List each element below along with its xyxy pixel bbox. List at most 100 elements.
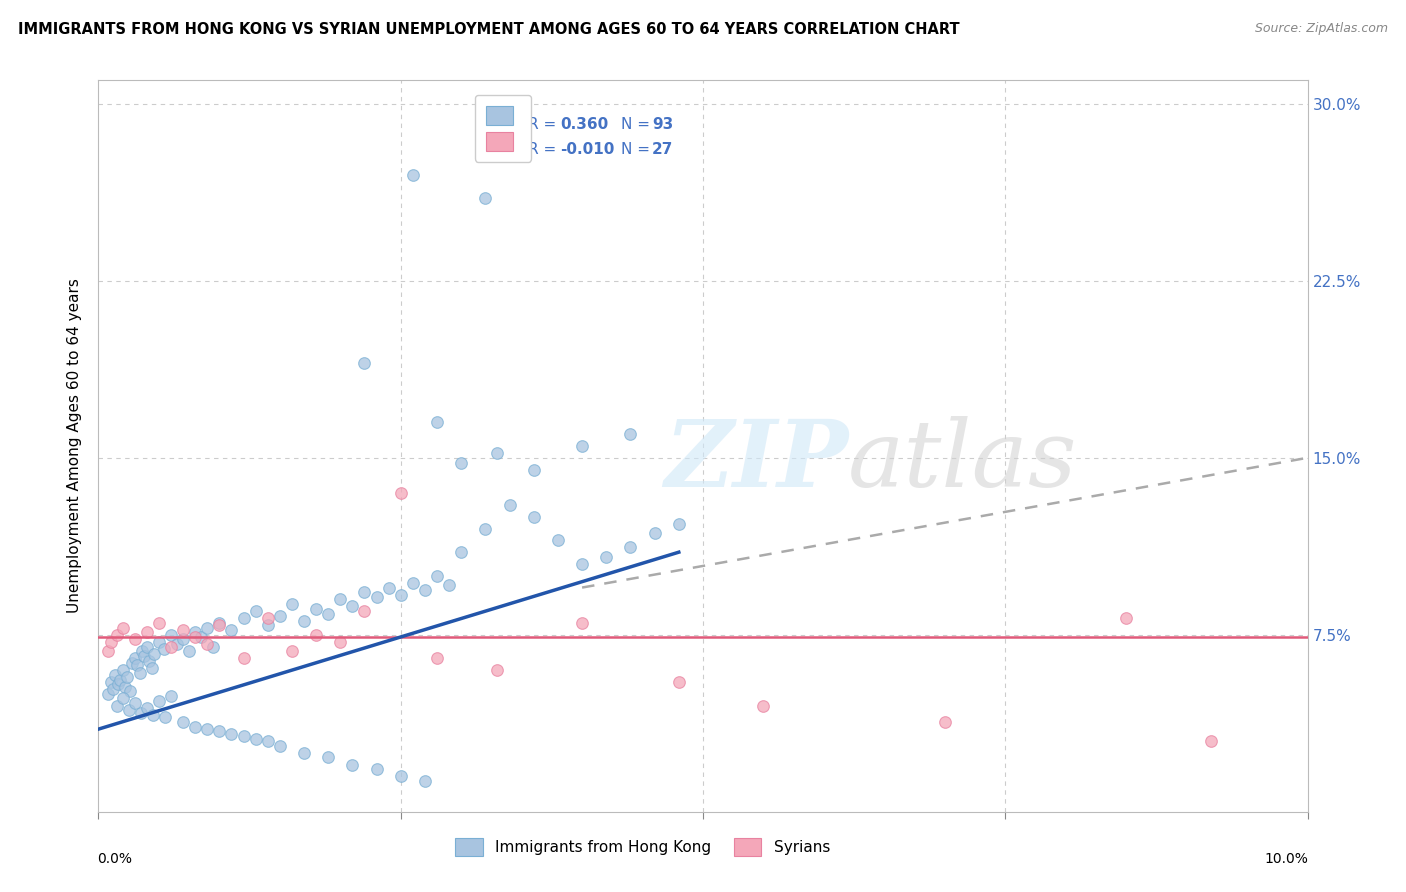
- Syrians: [305, 628, 328, 642]
- Syrians: [426, 651, 449, 665]
- Immigrants from Hong Kong: [127, 658, 149, 673]
- Immigrants from Hong Kong: [195, 722, 218, 736]
- Immigrants from Hong Kong: [114, 680, 136, 694]
- Immigrants from Hong Kong: [190, 630, 212, 644]
- Immigrants from Hong Kong: [124, 696, 146, 710]
- Immigrants from Hong Kong: [668, 516, 690, 531]
- Immigrants from Hong Kong: [172, 714, 194, 729]
- Immigrants from Hong Kong: [450, 456, 472, 470]
- Syrians: [172, 623, 194, 637]
- Immigrants from Hong Kong: [366, 762, 388, 776]
- Immigrants from Hong Kong: [329, 592, 352, 607]
- Immigrants from Hong Kong: [128, 665, 150, 680]
- Syrians: [208, 618, 231, 632]
- Syrians: [389, 486, 412, 500]
- Syrians: [1199, 734, 1222, 748]
- Syrians: [195, 637, 218, 651]
- Immigrants from Hong Kong: [523, 509, 546, 524]
- Immigrants from Hong Kong: [498, 498, 520, 512]
- Immigrants from Hong Kong: [571, 439, 593, 453]
- Immigrants from Hong Kong: [208, 615, 231, 630]
- Immigrants from Hong Kong: [486, 446, 509, 460]
- Immigrants from Hong Kong: [377, 581, 399, 595]
- Syrians: [934, 714, 956, 729]
- Immigrants from Hong Kong: [292, 746, 315, 760]
- Immigrants from Hong Kong: [402, 575, 425, 590]
- Immigrants from Hong Kong: [292, 614, 315, 628]
- Immigrants from Hong Kong: [256, 618, 278, 632]
- Immigrants from Hong Kong: [437, 578, 460, 592]
- Immigrants from Hong Kong: [450, 545, 472, 559]
- Immigrants from Hong Kong: [342, 599, 364, 614]
- Immigrants from Hong Kong: [316, 607, 339, 621]
- Immigrants from Hong Kong: [245, 604, 267, 618]
- Text: 0.0%: 0.0%: [97, 852, 132, 866]
- Immigrants from Hong Kong: [105, 698, 128, 713]
- Immigrants from Hong Kong: [619, 541, 641, 555]
- Text: Source: ZipAtlas.com: Source: ZipAtlas.com: [1254, 22, 1388, 36]
- Immigrants from Hong Kong: [141, 661, 163, 675]
- Immigrants from Hong Kong: [221, 727, 243, 741]
- Immigrants from Hong Kong: [111, 691, 134, 706]
- Immigrants from Hong Kong: [121, 656, 143, 670]
- Immigrants from Hong Kong: [184, 625, 207, 640]
- Syrians: [281, 644, 304, 658]
- Y-axis label: Unemployment Among Ages 60 to 64 years: Unemployment Among Ages 60 to 64 years: [67, 278, 83, 614]
- Immigrants from Hong Kong: [172, 632, 194, 647]
- Immigrants from Hong Kong: [97, 687, 120, 701]
- Immigrants from Hong Kong: [256, 734, 278, 748]
- Text: N =: N =: [621, 142, 650, 157]
- Immigrants from Hong Kong: [135, 701, 157, 715]
- Immigrants from Hong Kong: [202, 640, 225, 654]
- Immigrants from Hong Kong: [474, 522, 496, 536]
- Syrians: [97, 644, 120, 658]
- Immigrants from Hong Kong: [160, 689, 183, 703]
- Syrians: [111, 621, 134, 635]
- Immigrants from Hong Kong: [160, 628, 183, 642]
- Immigrants from Hong Kong: [195, 621, 218, 635]
- Syrians: [571, 615, 593, 630]
- Immigrants from Hong Kong: [153, 710, 176, 724]
- Syrians: [105, 628, 128, 642]
- Immigrants from Hong Kong: [413, 582, 436, 597]
- Text: 27: 27: [652, 142, 673, 157]
- Syrians: [160, 640, 183, 654]
- Immigrants from Hong Kong: [305, 602, 328, 616]
- Text: atlas: atlas: [848, 416, 1077, 506]
- Immigrants from Hong Kong: [523, 462, 546, 476]
- Immigrants from Hong Kong: [138, 654, 160, 668]
- Immigrants from Hong Kong: [134, 648, 156, 663]
- Immigrants from Hong Kong: [179, 644, 201, 658]
- Immigrants from Hong Kong: [644, 526, 666, 541]
- Text: 10.0%: 10.0%: [1265, 852, 1309, 866]
- Syrians: [353, 604, 375, 618]
- Syrians: [135, 625, 157, 640]
- Immigrants from Hong Kong: [389, 769, 412, 783]
- Text: ZIP: ZIP: [664, 416, 848, 506]
- Text: N =: N =: [621, 117, 650, 132]
- Immigrants from Hong Kong: [269, 608, 291, 623]
- Immigrants from Hong Kong: [269, 739, 291, 753]
- Syrians: [124, 632, 146, 647]
- Immigrants from Hong Kong: [148, 635, 170, 649]
- Immigrants from Hong Kong: [104, 668, 127, 682]
- Immigrants from Hong Kong: [413, 774, 436, 789]
- Immigrants from Hong Kong: [595, 549, 617, 564]
- Immigrants from Hong Kong: [232, 729, 254, 743]
- Immigrants from Hong Kong: [245, 731, 267, 746]
- Immigrants from Hong Kong: [143, 647, 166, 661]
- Syrians: [486, 663, 509, 677]
- Legend: Immigrants from Hong Kong, Syrians: Immigrants from Hong Kong, Syrians: [449, 831, 837, 863]
- Immigrants from Hong Kong: [619, 427, 641, 442]
- Immigrants from Hong Kong: [208, 724, 231, 739]
- Immigrants from Hong Kong: [148, 694, 170, 708]
- Immigrants from Hong Kong: [353, 585, 375, 599]
- Immigrants from Hong Kong: [100, 675, 122, 690]
- Syrians: [1115, 611, 1137, 625]
- Syrians: [668, 675, 690, 690]
- Syrians: [100, 635, 122, 649]
- Immigrants from Hong Kong: [316, 750, 339, 764]
- Text: 93: 93: [652, 117, 673, 132]
- Syrians: [329, 635, 352, 649]
- Immigrants from Hong Kong: [402, 168, 425, 182]
